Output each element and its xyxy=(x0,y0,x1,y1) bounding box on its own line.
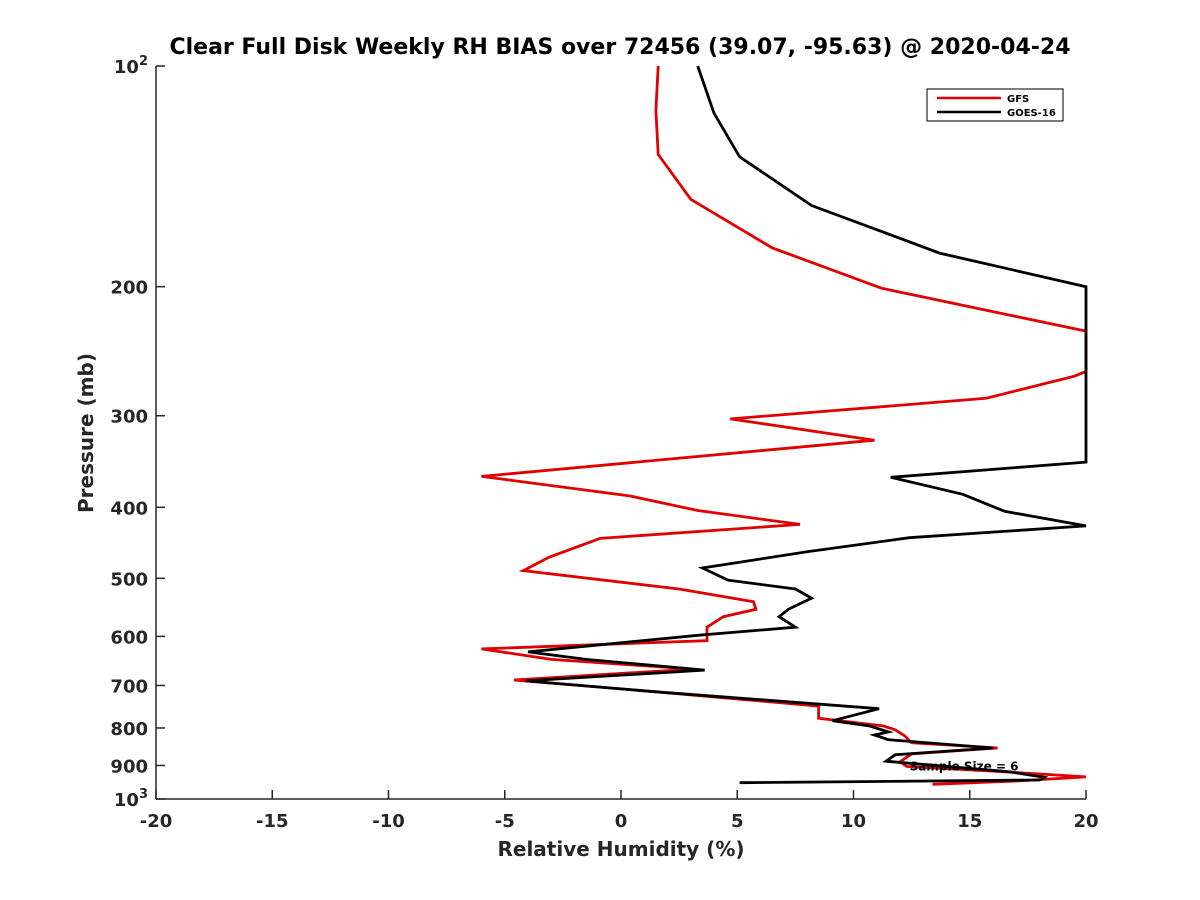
series-layer xyxy=(481,65,1088,786)
y-tick-label: 102 xyxy=(114,54,148,78)
y-tick-label: 700 xyxy=(110,676,148,697)
y-tick-label: 300 xyxy=(110,407,148,428)
axes-layer: -20 -15 -10 -5 0 5 10 15 20 102 200 300 400 500 600 700… xyxy=(110,54,1098,832)
x-tick-label: -5 xyxy=(495,811,515,832)
legend-box xyxy=(926,88,1064,122)
y-tick-label: 200 xyxy=(110,278,148,299)
x-tick-label: -20 xyxy=(140,811,173,832)
y-tick-label: 500 xyxy=(110,569,148,590)
x-tick-label: 5 xyxy=(731,811,744,832)
x-tick-label: 10 xyxy=(841,811,866,832)
legend-entry-label: GFS xyxy=(1007,94,1029,105)
y-tick-label: 800 xyxy=(110,719,148,740)
y-axis-label: Pressure (mb) xyxy=(74,353,98,513)
y-tick-label: 400 xyxy=(110,498,148,519)
y-tick-label: 103 xyxy=(114,787,148,811)
y-tick-label: 600 xyxy=(110,627,148,648)
y-tick-label: 900 xyxy=(110,756,148,777)
sample-size-annotation: Sample Size = 6 xyxy=(910,759,1019,773)
x-axis-label: Relative Humidity (%) xyxy=(497,837,744,861)
x-tick-label: 0 xyxy=(615,811,628,832)
x-tick-label: -15 xyxy=(256,811,289,832)
x-tick-label: -10 xyxy=(372,811,405,832)
legend: GFS GOES-16 xyxy=(926,88,1064,122)
legend-entry-label: GOES-16 xyxy=(1007,108,1056,119)
x-tick-label: 15 xyxy=(957,811,982,832)
chart-title: Clear Full Disk Weekly RH BIAS over 7245… xyxy=(169,35,1070,60)
x-tick-label: 20 xyxy=(1073,811,1098,832)
series-line-goes-16 xyxy=(525,65,1088,785)
